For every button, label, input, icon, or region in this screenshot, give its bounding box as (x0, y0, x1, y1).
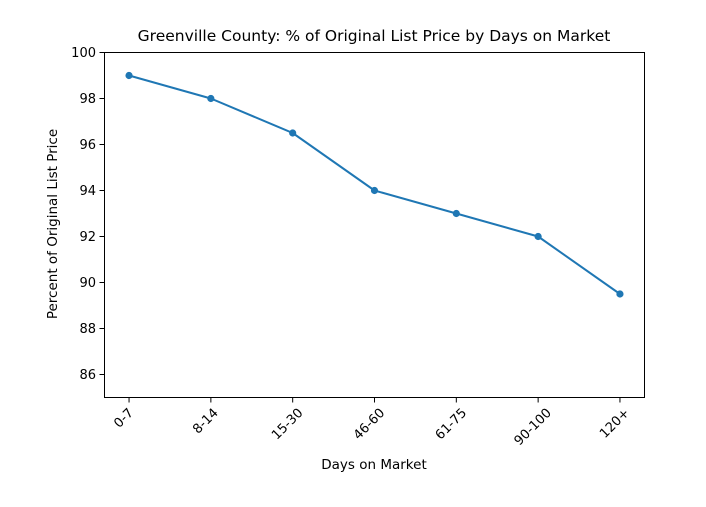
y-tick-label: 98 (79, 92, 96, 107)
chart-title: Greenville County: % of Original List Pr… (137, 27, 611, 45)
data-point (452, 209, 460, 218)
x-tick-label: 0-7 (111, 406, 137, 432)
y-tick-label: 92 (79, 230, 96, 245)
data-point (370, 186, 379, 195)
y-tick-label: 86 (79, 368, 96, 383)
x-tick-label: 15-30 (269, 406, 306, 443)
data-point (125, 71, 133, 80)
data-point (207, 94, 215, 103)
y-tick-label: 88 (79, 322, 96, 337)
y-tick-label: 96 (79, 138, 96, 153)
x-axis-title: Days on Market (321, 457, 427, 473)
data-point (616, 290, 624, 298)
x-tick-label: 61-75 (433, 406, 470, 443)
trend-line (128, 74, 621, 295)
axis-frame (104, 52, 645, 398)
y-tick-label: 100 (71, 46, 96, 61)
x-tick-label: 120+ (597, 406, 633, 442)
y-tick-label: 90 (79, 276, 96, 291)
x-tick-label: 8-14 (190, 406, 221, 437)
x-tick-label: 46-60 (351, 406, 388, 443)
data-point (289, 129, 297, 137)
y-tick-label: 94 (79, 184, 96, 199)
data-point (534, 232, 542, 241)
x-tick-label: 90-100 (512, 406, 555, 449)
